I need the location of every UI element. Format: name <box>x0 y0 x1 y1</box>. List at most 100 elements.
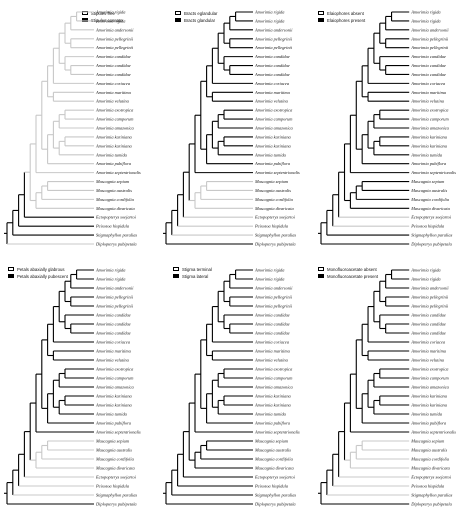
legend-label: Stigma lateral <box>182 273 209 279</box>
taxon-label: Amorimia candidae <box>95 63 131 68</box>
taxon-label: Mascagnia sepium <box>254 439 288 444</box>
taxon-label: Mascagnia sepium <box>410 179 444 184</box>
taxon-label: Diplopterys pubipetala <box>95 242 137 247</box>
taxon-label: Amorimia rigida <box>410 10 441 15</box>
taxon-label: Amorimia kariniana <box>254 134 292 139</box>
taxon-label: Amorimia rigida <box>254 18 285 23</box>
taxon-label: Amorimia candidae <box>95 72 131 77</box>
taxon-label: Amorimia kariniana <box>95 394 133 399</box>
taxon-label: Amorimia amazonica <box>95 126 134 131</box>
taxon-label: Mascagnia divaricata <box>410 466 450 471</box>
taxon-label: Amorimia maritima <box>410 349 447 354</box>
taxon-label: Amorimia andersonii <box>95 27 134 32</box>
taxon-label: Amorimia septentrionalis <box>254 430 300 435</box>
taxon-label: Mascagnia divaricata <box>254 206 294 211</box>
legend-label: Monofluoroacetate absent <box>327 266 377 272</box>
legend-swatch-grey <box>8 267 14 271</box>
taxon-label: Amorimia kariniana <box>254 394 292 399</box>
legend-entry: Bracts eglandular <box>175 10 217 16</box>
legend-label: Stigma terminal <box>182 266 212 272</box>
taxon-label: Mascagnia divaricata <box>254 466 294 471</box>
taxon-label: Stigmaphyllon paralias <box>96 493 137 498</box>
taxon-label: Amorimia pellegrinii <box>95 304 134 309</box>
taxon-label: Amorimia pellegrinii <box>254 45 293 50</box>
taxon-label: Amorimia candidae <box>254 322 290 327</box>
phylogenetic-tree: Amorimia rigida Amorimia rigida Amorimia a… <box>318 268 456 507</box>
taxon-label: Amorimia maritima <box>95 349 132 354</box>
taxon-label: Amorimia exotropica <box>254 367 293 372</box>
taxon-label: Amorimia andersonii <box>254 27 293 32</box>
taxon-label: Amorimia septentrionalis <box>254 170 300 175</box>
legend-swatch-grey <box>173 267 179 271</box>
taxon-label: Amorimia exotropica <box>410 108 449 113</box>
taxon-label: Amorimia candidae <box>254 72 290 77</box>
legend-swatch-black <box>82 18 88 22</box>
taxon-label: Mascagnia cordifolia <box>95 457 135 462</box>
taxon-label: Amorimia tumida <box>254 152 287 157</box>
taxon-label: Amorimia kariniana <box>410 403 448 408</box>
taxon-label: Mascagnia australis <box>410 448 447 453</box>
legend-label: Bracts glandular <box>184 17 216 23</box>
taxon-label: Mascagnia australis <box>95 448 132 453</box>
legend-label: Elaiophores present <box>327 17 366 23</box>
legend-swatch-black <box>173 274 179 278</box>
taxon-label: Amorimia pellegrinii <box>95 36 134 41</box>
taxon-label: Mascagnia cordifolia <box>95 197 135 202</box>
taxon-label: Mascagnia divaricata <box>95 206 135 211</box>
taxon-label: Mascagnia sepium <box>95 179 129 184</box>
taxon-label: Amorimia kariniana <box>254 143 292 148</box>
legend-entry: Elaiophores absent <box>318 10 365 16</box>
legend-entry: Elaiophores present <box>318 17 365 23</box>
taxon-label: Mascagnia australis <box>410 188 447 193</box>
phylogenetic-tree: Amorimia rigida Amorimia rigida Amorimia a… <box>4 268 141 507</box>
taxon-label: Amorimia rigida <box>95 10 126 15</box>
legend-entry: Stigma lateral <box>173 273 212 279</box>
taxon-label: Amorimia septentrionalis <box>95 170 141 175</box>
taxon-label: Amorimia amazonica <box>254 126 293 131</box>
phylogenetic-tree: Amorimia rigida Amorimia rigida Amorimia a… <box>163 10 300 247</box>
taxon-label: Ectopopterys soejartoi <box>95 475 137 480</box>
taxon-label: Mascagnia sepium <box>95 439 129 444</box>
taxon-label: Amorimia andersonii <box>410 286 449 291</box>
taxon-label: Amorimia candidae <box>410 331 446 336</box>
taxon-label: Amorimia pellegrinii <box>254 295 293 300</box>
tree-panel-monofluoroacetate: Monofluoroacetate absent Monofluoroaceta… <box>318 262 470 514</box>
taxon-label: Mascagnia divaricata <box>410 206 450 211</box>
taxon-label: Peixotoa hispidula <box>95 484 130 489</box>
taxon-label: Amorimia camporum <box>95 376 133 381</box>
taxon-label: Amorimia septentrionalis <box>410 170 456 175</box>
taxon-label: Amorimia rigida <box>95 277 126 282</box>
taxon-label: Amorimia candidae <box>254 331 290 336</box>
taxon-label: Amorimia coriacea <box>410 81 446 86</box>
taxon-label: Amorimia candidae <box>410 313 446 318</box>
taxon-label: Amorimia rigida <box>254 268 285 273</box>
legend-entry: Monofluoroacetate absent <box>318 266 378 272</box>
taxon-label: Amorimia coriacea <box>254 340 290 345</box>
taxon-label: Mascagnia australis <box>254 448 291 453</box>
legend-label: Stipules connate <box>91 17 123 23</box>
taxon-label: Amorimia camporum <box>95 117 133 122</box>
taxon-label: Amorimia tumida <box>410 412 443 417</box>
taxon-label: Mascagnia cordifolia <box>410 197 450 202</box>
taxon-label: Amorimia candidae <box>410 54 446 59</box>
taxon-label: Mascagnia cordifolia <box>254 197 294 202</box>
taxon-label: Amorimia pellegrinii <box>410 45 449 50</box>
legend-swatch-black <box>318 274 324 278</box>
taxon-label: Amorimia candidae <box>95 54 131 59</box>
taxon-label: Peixotoa hispidula <box>410 484 445 489</box>
taxon-label: Amorimia pellegrinii <box>95 295 134 300</box>
taxon-label: Amorimia maritima <box>254 90 291 95</box>
taxon-label: Amorimia kariniana <box>410 143 448 148</box>
taxon-label: Peixotoa hispidula <box>95 224 130 229</box>
legend-label: Bracts eglandular <box>184 10 218 16</box>
taxon-label: Stigmaphyllon paralias <box>411 233 452 238</box>
taxon-label: Amorimia kariniana <box>410 394 448 399</box>
taxon-label: Amorimia maritima <box>254 349 291 354</box>
taxon-label: Amorimia exotropica <box>254 108 293 113</box>
taxon-label: Amorimia candidae <box>254 63 290 68</box>
taxon-label: Mascagnia cordifolia <box>254 457 294 462</box>
taxon-label: Amorimia candidae <box>95 322 131 327</box>
taxon-label: Amorimia camporum <box>254 376 292 381</box>
taxon-label: Amorimia pellegrinii <box>95 45 134 50</box>
taxon-label: Amorimia candidae <box>254 54 290 59</box>
